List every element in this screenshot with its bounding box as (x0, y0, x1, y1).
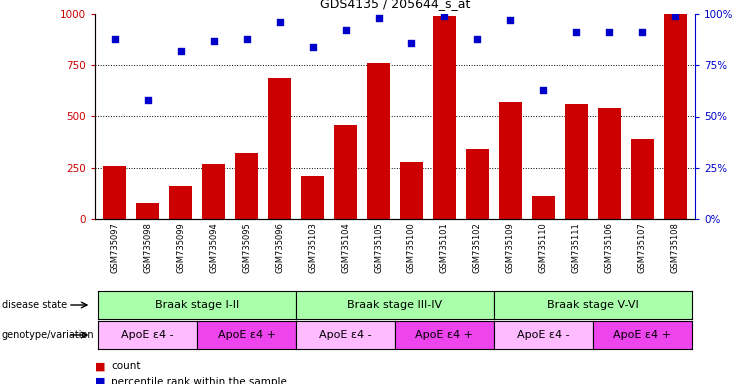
Point (603, 30, 615, 36)
Bar (235, 153, 258, 219)
Point (637, 30, 648, 36)
Point (273, 19, 285, 25)
Bar (466, 149, 489, 219)
Text: ApoE ε4 -: ApoE ε4 - (517, 330, 570, 340)
Point (307, 44, 319, 50)
Bar (400, 162, 423, 219)
Bar (169, 186, 192, 219)
Text: ■: ■ (95, 361, 105, 371)
Bar (103, 166, 126, 219)
Bar (367, 63, 390, 219)
Point (669, 13, 681, 19)
Bar (301, 176, 324, 219)
Point (241, 36, 253, 42)
Point (537, 87, 549, 93)
Text: ApoE ε4 -: ApoE ε4 - (122, 330, 174, 340)
Text: ApoE ε4 +: ApoE ε4 + (614, 330, 671, 340)
Bar (565, 104, 588, 219)
Text: GDS4135 / 205644_s_at: GDS4135 / 205644_s_at (320, 0, 471, 10)
Bar (268, 78, 291, 219)
Point (571, 30, 582, 36)
Bar (334, 125, 357, 219)
Bar (202, 164, 225, 219)
Text: Braak stage III-IV: Braak stage III-IV (348, 300, 442, 310)
Text: genotype/variation: genotype/variation (2, 330, 95, 340)
Point (339, 27, 351, 33)
Text: ApoE ε4 -: ApoE ε4 - (319, 330, 372, 340)
Bar (499, 102, 522, 219)
Point (109, 36, 121, 42)
Text: ■: ■ (95, 377, 105, 384)
Text: Braak stage V-VI: Braak stage V-VI (547, 300, 639, 310)
Point (471, 36, 483, 42)
Bar (598, 108, 621, 219)
Text: Braak stage I-II: Braak stage I-II (155, 300, 239, 310)
Bar (532, 197, 555, 219)
Point (405, 40, 417, 46)
Bar (136, 203, 159, 219)
Point (505, 17, 516, 23)
Point (373, 15, 385, 21)
Point (142, 97, 153, 103)
Point (439, 13, 451, 19)
Bar (664, 14, 687, 219)
Text: ApoE ε4 +: ApoE ε4 + (218, 330, 276, 340)
Text: disease state: disease state (2, 300, 67, 310)
Text: percentile rank within the sample: percentile rank within the sample (111, 377, 288, 384)
Point (175, 48, 187, 54)
Text: count: count (111, 361, 141, 371)
Bar (433, 16, 456, 219)
Bar (631, 139, 654, 219)
Point (207, 38, 219, 44)
Text: ApoE ε4 +: ApoE ε4 + (416, 330, 473, 340)
